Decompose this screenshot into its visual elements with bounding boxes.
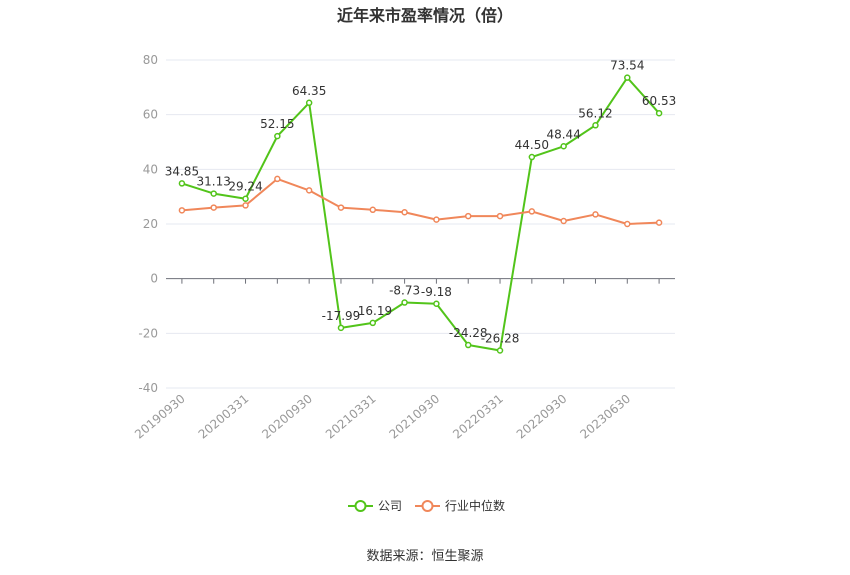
company-data-point xyxy=(592,122,599,129)
legend[interactable]: 公司 行业中位数 xyxy=(348,498,505,513)
grid-layer xyxy=(166,59,675,389)
legend-label: 行业中位数 xyxy=(445,498,505,513)
industry-median-data-point xyxy=(337,204,345,211)
industry-median-data-point xyxy=(560,217,567,225)
data-label: 73.54 xyxy=(610,59,644,73)
data-label: 31.13 xyxy=(197,175,231,189)
company-data-point xyxy=(274,132,281,140)
industry-median-data-point xyxy=(401,208,408,216)
industry-median-data-point xyxy=(464,212,472,220)
company-data-point xyxy=(401,299,408,306)
company-data-point xyxy=(433,300,440,308)
legend-item-company[interactable]: 公司 xyxy=(348,499,402,513)
industry-median-data-point xyxy=(624,220,631,228)
data-label: 34.85 xyxy=(165,164,199,178)
data-label: -9.18 xyxy=(421,285,452,299)
data-label: -26.28 xyxy=(481,331,520,345)
industry-median-series-line xyxy=(181,177,660,225)
data-label: -8.73 xyxy=(389,284,420,298)
company-data-point xyxy=(464,341,472,349)
industry-median-data-point xyxy=(655,219,663,226)
company-data-point xyxy=(369,319,377,327)
y-tick-label: 0 xyxy=(150,272,158,286)
x-tick-label: 20230630 xyxy=(577,392,633,442)
company-data-point xyxy=(210,190,217,197)
x-tick-label: 20200930 xyxy=(259,392,315,442)
data-label: -24.28 xyxy=(449,326,488,340)
industry-median-data-point xyxy=(210,204,217,211)
legend-marker-icon xyxy=(421,500,434,512)
y-tick-label: 40 xyxy=(143,162,158,176)
data-label: 29.24 xyxy=(228,180,262,194)
legend-label: 公司 xyxy=(378,499,402,513)
x-tick-label: 20190930 xyxy=(132,392,188,442)
source-text: 数据来源：恒生聚源 xyxy=(366,549,483,564)
industry-median-data-point xyxy=(433,216,440,223)
data-label: 48.44 xyxy=(546,127,580,141)
company-data-point xyxy=(624,74,631,81)
company-data-point xyxy=(305,99,313,107)
x-tick-label: 20210331 xyxy=(323,392,379,442)
data-label: 56.12 xyxy=(578,106,612,120)
industry-median-data-point xyxy=(242,202,249,209)
data-label: -16.19 xyxy=(353,304,392,318)
x-tick-label: 20200331 xyxy=(196,392,252,442)
y-tick-label: 20 xyxy=(143,217,158,231)
y-tick-label: -20 xyxy=(138,326,158,340)
company-data-point xyxy=(528,153,536,161)
y-tick-label: 60 xyxy=(143,108,158,122)
industry-median-data-point xyxy=(592,211,599,218)
x-tick-label: 20220930 xyxy=(514,392,570,442)
data-label: 64.35 xyxy=(292,84,326,98)
legend-marker-icon xyxy=(354,500,367,512)
company-data-point xyxy=(178,180,186,187)
industry-median-data-point xyxy=(274,175,281,183)
industry-median-data-point xyxy=(528,208,536,215)
data-label: 52.15 xyxy=(260,117,294,131)
y-tick-label: 80 xyxy=(143,53,158,67)
x-tick-label: 20220331 xyxy=(450,392,506,442)
industry-median-data-point xyxy=(496,212,504,220)
company-data-point xyxy=(337,324,345,332)
company-data-point xyxy=(242,195,249,202)
data-label: 60.53 xyxy=(642,94,676,108)
industry-median-data-point xyxy=(178,207,186,214)
y-tick-label: -40 xyxy=(138,381,158,395)
company-series-line xyxy=(181,76,660,352)
data-label: -17.99 xyxy=(322,309,361,323)
company-data-point xyxy=(655,109,663,117)
legend-item-industry-median[interactable]: 行业中位数 xyxy=(415,498,505,513)
industry-median-data-point xyxy=(305,187,313,194)
x-tick-label: 20210930 xyxy=(387,392,443,442)
chart-title: 近年来市盈率情况（倍） xyxy=(337,6,513,25)
series-layer xyxy=(178,74,663,354)
company-data-point xyxy=(560,143,567,150)
data-label: 44.50 xyxy=(515,138,549,152)
industry-median-data-point xyxy=(369,206,377,214)
company-data-point xyxy=(496,347,504,354)
